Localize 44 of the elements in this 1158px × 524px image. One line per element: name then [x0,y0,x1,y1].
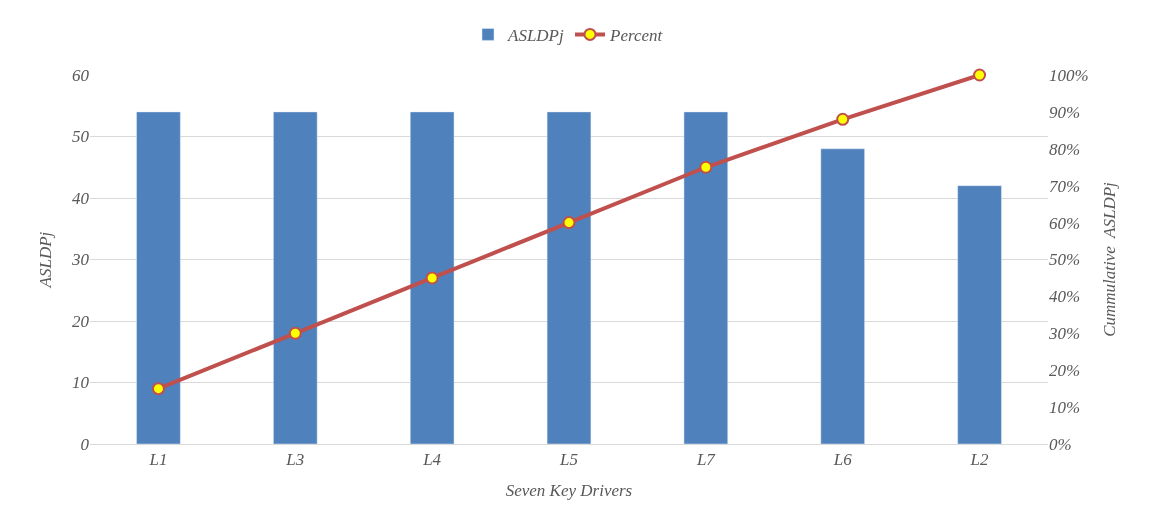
y-tick-label: 0 [80,434,90,454]
point [562,216,576,230]
y-tick-label: 60 [72,65,90,85]
legend-label: ASLDPj [507,26,564,46]
x-tick-label: L5 [559,450,578,470]
bar [136,111,181,444]
point [425,271,439,285]
y2-tick-label: 40% [1049,287,1081,307]
x-tick-label: L2 [969,450,990,470]
point [973,68,987,82]
y-tick-label: 50 [72,127,90,147]
x-tick-label: L6 [832,450,853,470]
y-tick-label: 30 [71,250,90,270]
point [836,112,850,126]
bar [273,111,318,444]
bar [410,111,455,444]
y2-tick-label: 10% [1049,398,1081,418]
y2-tick-label: 100% [1049,65,1089,85]
y2-tick-label: 60% [1049,213,1081,233]
y-tick-label: 10 [72,373,90,393]
x-tick-label: L4 [422,450,442,470]
y-tick-label: 40 [72,188,90,208]
y2-axis-title: Cummulative ASLDPj [1100,181,1120,337]
point [151,382,165,396]
point [699,160,713,174]
bar [683,111,728,444]
y2-tick-label: 0% [1049,434,1072,454]
y2-tick-label: 30% [1048,324,1081,344]
bar [546,111,592,444]
y2-tick-label: 90% [1049,102,1081,122]
y-tick-label: 20 [72,311,90,331]
legend-label: Percent [609,26,664,46]
x-tick-label: L7 [695,450,717,470]
y-axis-title: ASLDPj [35,231,55,289]
y2-tick-label: 20% [1049,361,1081,381]
bar [957,185,1002,444]
y2-tick-label: 50% [1049,250,1081,270]
y2-tick-label: 80% [1049,139,1081,159]
x-axis-title: Seven Key Drivers [505,480,633,500]
point [288,326,302,340]
y2-tick-label: 70% [1049,176,1081,196]
bar [820,148,865,444]
x-tick-label: L3 [285,450,305,470]
x-tick-label: L1 [148,450,168,470]
